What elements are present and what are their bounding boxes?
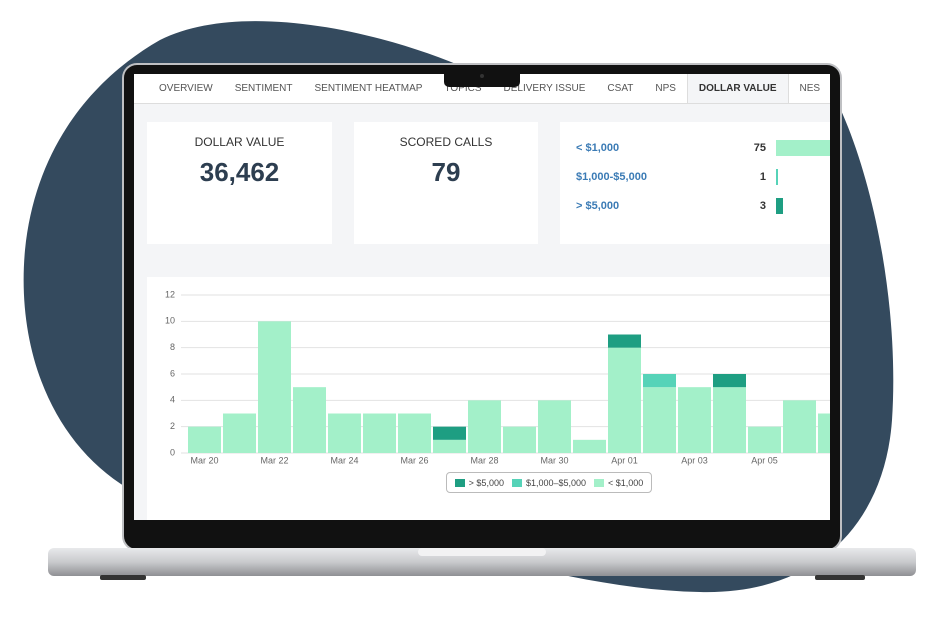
y-tick-label: 0 [170, 447, 175, 457]
breakdown-count: 3 [759, 200, 766, 212]
tab[interactable]: CSAT [607, 83, 634, 94]
breakdown-row: > $5,000 3 [576, 198, 830, 214]
bar-segment [643, 374, 676, 388]
bar-segment [503, 426, 536, 453]
y-tick-label: 8 [170, 342, 175, 352]
bar-segment [293, 387, 326, 453]
metric-label: DOLLAR VALUE [194, 135, 285, 149]
x-tick-label: Apr 03 [681, 455, 708, 465]
y-tick-label: 10 [165, 316, 175, 326]
breakdown-row: < $1,000 75 [576, 140, 830, 156]
x-tick-label: Mar 26 [400, 455, 428, 465]
breakdown-bar [776, 140, 830, 156]
legend-swatch [454, 479, 465, 488]
tab[interactable]: DELIVERY ISSUE [503, 83, 586, 94]
tab[interactable]: NPS [655, 83, 676, 94]
x-tick-label: Mar 30 [540, 455, 568, 465]
bar-segment [363, 413, 396, 453]
bar-segment [468, 400, 501, 453]
x-tick-label: Mar 24 [330, 455, 358, 465]
legend-swatch [594, 479, 605, 488]
tab[interactable]: SENTIMENT [234, 83, 293, 94]
bar-segment [398, 413, 431, 453]
bar-segment [328, 413, 361, 453]
bar-segment [678, 387, 711, 453]
chart: 0 2 4 6 8 10 12 Mar 20 Mar 22 Mar 24 Mar 26 Mar 28 M… [165, 289, 830, 465]
x-tick-label: Apr 01 [611, 455, 638, 465]
bar-segment [713, 374, 746, 388]
metric-value: 79 [431, 157, 461, 187]
x-tick-label: Mar 28 [470, 455, 498, 465]
x-tick-label: Apr 05 [751, 455, 778, 465]
bar-segment [433, 426, 466, 440]
bar-segment [608, 334, 641, 348]
legend-item: > $5,000 [454, 477, 504, 488]
breakdown-bar [776, 198, 783, 214]
metric-card: DOLLAR VALUE 36,462 [147, 122, 332, 244]
legend-label: < $1,000 [608, 477, 644, 488]
bar-segment [608, 347, 641, 453]
bar-segment [258, 321, 291, 453]
breakdown-card: < $1,000 75 $1,000-$5,000 1 > $5,000 3 [560, 122, 830, 244]
y-tick-label: 2 [170, 421, 175, 431]
legend-label: $1,000–$5,000 [525, 477, 587, 488]
breakdown-label: > $5,000 [576, 200, 620, 212]
legend: > $5,000 $1,000–$5,000 < $1,000 [446, 472, 652, 493]
breakdown-row: $1,000-$5,000 1 [576, 169, 830, 185]
breakdown-count: 75 [753, 142, 766, 154]
metric-card: SCORED CALLS 79 [354, 122, 538, 244]
tab[interactable]: NES [799, 83, 821, 94]
y-tick-label: 4 [170, 395, 175, 405]
breakdown-count: 1 [759, 171, 766, 183]
legend-swatch [511, 479, 522, 488]
tab-bar: OVERVIEW SENTIMENT SENTIMENT HEATMAP TOPICS… [134, 74, 830, 104]
metric-label: SCORED CALLS [399, 135, 493, 149]
x-tick-label: Mar 20 [190, 455, 218, 465]
legend-item: < $1,000 [594, 478, 643, 488]
tab[interactable]: SENTIMENT HEATMAP [314, 83, 423, 94]
legend-label: > $5,000 [468, 477, 504, 488]
breakdown-label: < $1,000 [576, 142, 620, 154]
tab[interactable]: DOLLAR VALUE [686, 74, 789, 103]
bar-segment [223, 413, 256, 453]
bar-segment [538, 400, 571, 453]
y-tick-label: 6 [170, 368, 175, 378]
bar-segment [188, 426, 221, 453]
bar-segment [643, 387, 676, 453]
bar-segment [713, 387, 746, 453]
chart-panel: 0 2 4 6 8 10 12 Mar 20 Mar 22 Mar 24 Mar 26 Mar 28 M… [147, 277, 830, 520]
x-tick-label: Mar 22 [260, 455, 288, 465]
bar-segment [573, 439, 606, 453]
tab[interactable]: OVERVIEW [159, 83, 213, 94]
screen: OVERVIEW SENTIMENT SENTIMENT HEATMAP TOPICS… [134, 74, 830, 520]
y-tick-label: 12 [165, 289, 175, 299]
metric-value: 36,462 [199, 157, 280, 187]
bar-segment [433, 439, 466, 453]
breakdown-label: $1,000-$5,000 [576, 171, 647, 183]
bar-segment [783, 400, 816, 453]
tab[interactable]: TOPICS [444, 83, 482, 94]
bar-segment [748, 426, 781, 453]
breakdown-bar [776, 169, 779, 185]
bar-segment [818, 413, 830, 453]
legend-item: $1,000–$5,000 [511, 477, 587, 488]
